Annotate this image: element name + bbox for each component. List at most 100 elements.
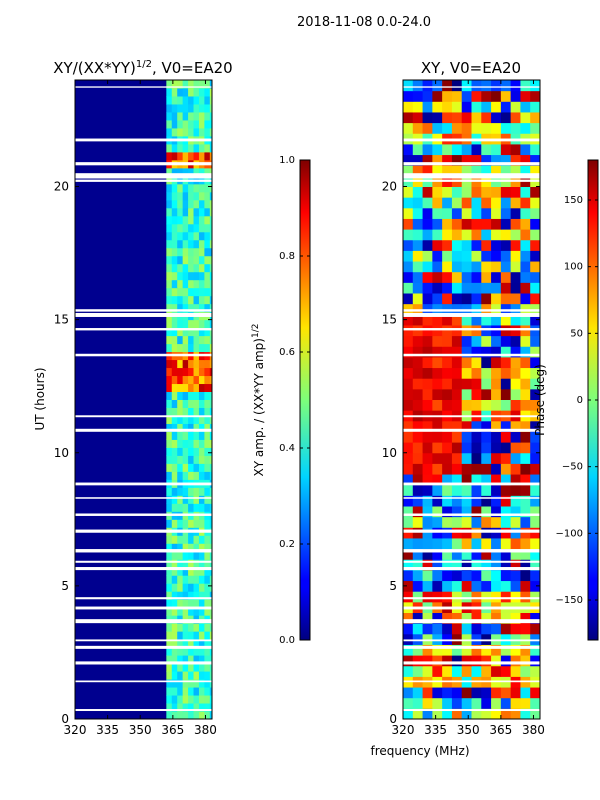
- heatmap-cell: [166, 703, 173, 712]
- heatmap-cell: [171, 215, 178, 225]
- heatmap-cell: [471, 708, 482, 719]
- heatmap-cell: [403, 580, 414, 592]
- heatmap-cell: [209, 639, 212, 648]
- heatmap-cell: [530, 559, 540, 571]
- colorbar2-label: Phase (deg): [533, 364, 547, 436]
- heatmap-cell: [422, 324, 433, 337]
- heatmap-cell: [461, 356, 472, 369]
- heatmap-cell: [422, 644, 433, 656]
- heatmap-cell: [403, 314, 414, 326]
- heatmap-cell: [209, 279, 212, 289]
- heatmap-cell: [182, 295, 189, 305]
- heatmap-cell: [442, 154, 453, 166]
- heatmap-cell: [442, 708, 453, 719]
- heatmap-cell: [491, 111, 502, 124]
- heatmap-cell: [481, 484, 492, 496]
- heatmap-cell: [403, 420, 414, 432]
- heatmap-cell: [510, 207, 521, 219]
- heatmap-cell: [491, 324, 502, 337]
- heatmap-cell: [442, 537, 453, 550]
- heatmap-cell: [182, 463, 189, 472]
- heatmap-cell: [471, 537, 482, 550]
- heatmap-cell: [198, 247, 205, 257]
- heatmap-cell: [461, 687, 472, 699]
- heatmap-cell: [198, 415, 205, 424]
- heatmap-cell: [471, 559, 482, 571]
- heatmap-cell: [177, 343, 184, 353]
- heatmap-cell: [188, 583, 195, 592]
- heatmap-cell: [193, 687, 200, 696]
- heatmap-cell: [520, 623, 531, 635]
- heatmap-cell: [188, 551, 195, 560]
- heatmap-cell: [412, 239, 424, 251]
- heatmap-cell: [166, 295, 173, 305]
- heatmap-cell: [481, 388, 492, 400]
- heatmap-cell: [177, 495, 184, 504]
- heatmap-cell: [182, 543, 189, 552]
- heatmap-cell: [204, 559, 211, 568]
- heatmap-cell: [177, 535, 184, 544]
- data-gap-row: [75, 639, 212, 642]
- heatmap-cell: [481, 282, 492, 294]
- heatmap-cell: [451, 506, 463, 518]
- heatmap-cell: [500, 537, 512, 550]
- heatmap-cell: [481, 271, 492, 283]
- heatmap-cell: [471, 261, 482, 273]
- heatmap-cell: [530, 506, 540, 518]
- heatmap-cell: [481, 580, 492, 592]
- heatmap-cell: [442, 293, 453, 305]
- heatmap-cell: [193, 399, 200, 408]
- heatmap-cell: [182, 279, 189, 289]
- heatmap-cell: [198, 423, 205, 432]
- heatmap-cell: [209, 431, 212, 440]
- heatmap-cell: [520, 420, 531, 432]
- heatmap-cell: [204, 495, 211, 504]
- colorbar-tick-label: 0.4: [279, 443, 295, 454]
- heatmap-cell: [500, 452, 512, 464]
- heatmap-cell: [422, 378, 433, 390]
- heatmap-cell: [209, 503, 212, 512]
- heatmap-cell: [461, 655, 472, 667]
- heatmap-cell: [451, 559, 463, 571]
- heatmap-cell: [209, 303, 212, 313]
- heatmap-cell: [171, 375, 178, 385]
- heatmap-cell: [198, 383, 205, 393]
- heatmap-cell: [530, 207, 540, 219]
- heatmap-cell: [481, 559, 492, 571]
- heatmap-cell: [188, 247, 195, 257]
- heatmap-cell: [510, 378, 521, 390]
- heatmap-cell: [530, 271, 540, 283]
- heatmap-cell: [188, 591, 195, 600]
- heatmap-cell: [193, 623, 200, 632]
- heatmap-cell: [481, 80, 492, 92]
- heatmap-cell: [491, 612, 502, 624]
- heatmap-cell: [204, 191, 211, 201]
- heatmap-cell: [193, 167, 200, 177]
- heatmap-cell: [432, 655, 443, 667]
- heatmap-cell: [171, 239, 178, 249]
- heatmap-cell: [510, 484, 521, 496]
- heatmap-cell: [204, 279, 211, 289]
- heatmap-cell: [177, 631, 184, 640]
- heatmap-cell: [481, 101, 492, 113]
- heatmap-cell: [193, 231, 200, 241]
- heatmap-cell: [204, 463, 211, 472]
- heatmap-cell: [209, 247, 212, 257]
- heatmap-cell: [432, 495, 443, 507]
- heatmap-cell: [491, 655, 502, 667]
- heatmap-cell: [530, 122, 540, 134]
- heatmap-cell: [422, 271, 433, 283]
- heatmap-cell: [530, 633, 540, 645]
- heatmap-cell: [520, 271, 531, 283]
- heatmap-cell: [188, 151, 195, 161]
- heatmap-cell: [198, 223, 205, 233]
- heatmap-cell: [520, 101, 531, 113]
- data-gap-row: [403, 415, 540, 418]
- heatmap-cell: [171, 703, 178, 712]
- colorbar-tick-label: −50: [562, 462, 583, 473]
- heatmap-cell: [204, 439, 211, 448]
- data-gap-row: [75, 645, 212, 649]
- heatmap-cell: [198, 535, 205, 544]
- heatmap-cell: [451, 495, 463, 507]
- heatmap-cell: [432, 580, 443, 592]
